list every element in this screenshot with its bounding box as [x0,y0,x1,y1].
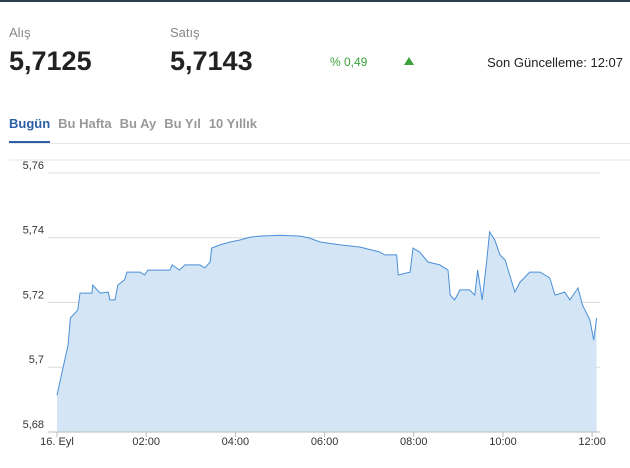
y-tick-label: 5,7 [29,354,44,366]
area [57,231,597,432]
y-tick-label: 5,68 [23,419,44,431]
y-tick-label: 5,74 [23,225,44,237]
x-tick-label: 06:00 [311,436,339,448]
buy-label: Alış [9,25,31,40]
last-update: Son Güncelleme: 12:07 [487,55,623,70]
tab[interactable]: Bu Ay [119,116,157,131]
tabs: Bugün Bu Hafta Bu Ay Bu Yıl 10 Yıllık [9,116,265,143]
tab[interactable]: 10 Yıllık [208,116,258,131]
tab[interactable]: Bu Yıl [164,116,201,131]
x-tick-label: 08:00 [400,436,428,448]
x-tick-label: 02:00 [132,436,160,448]
change: % 0,49 [330,55,368,69]
x-tick-label: 16. Eyl [40,436,74,448]
tab[interactable]: Bu Hafta [58,116,112,131]
tab[interactable]: Bugün [9,116,51,143]
top-bar [0,0,630,2]
sell-label: Satış [170,25,200,40]
x-tick-label: 04:00 [222,436,250,448]
y-tick-label: 5,76 [23,160,44,172]
x-tick-label: 12:00 [578,436,606,448]
line [56,230,598,396]
up-arrow [404,57,414,65]
sell-price: 5,7143 [170,46,253,76]
y-tick-label: 5,72 [23,289,44,301]
x-tick-label: 10:00 [489,436,517,448]
buy-price: 5,7125 [9,46,92,76]
divider [9,143,630,144]
